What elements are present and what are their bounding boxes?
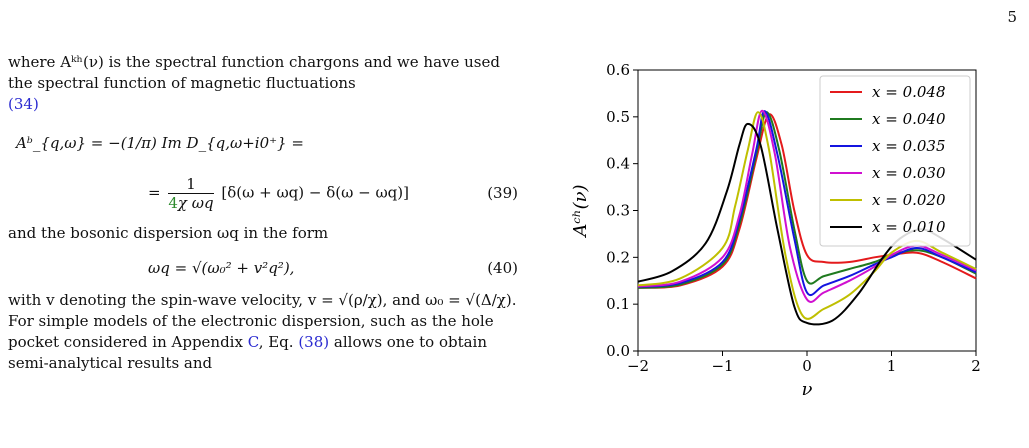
chart-svg: −2 −1 0 1 2 0.0 0.1 0.2 0.3 0.4 0.5 0.6 ν Aᶜʰ(ν) x = 0… — [570, 61, 981, 400]
ref-eq-34[interactable]: (34) — [8, 95, 39, 113]
y-tick-label: 0.4 — [606, 155, 630, 173]
paragraph-1-text: where Aᵏʰ(ν) is the spectral function ch… — [8, 53, 500, 92]
fraction-denominator: 4χ ωq — [168, 194, 213, 212]
legend-label-3: x = 0.030 — [872, 164, 946, 182]
series-line-3 — [637, 109, 977, 303]
y-tick-label: 0.2 — [606, 248, 630, 266]
x-tick-label: 1 — [887, 357, 897, 375]
y-tick-label: 0.5 — [606, 108, 630, 126]
x-axis-label: ν — [802, 379, 813, 400]
legend-label-1: x = 0.040 — [872, 110, 946, 128]
fraction-numerator: 1 — [168, 175, 214, 194]
equation-39: Aᵇ_{q,ω} = −(1/π) Im D_{q,ω+i0⁺} = = 1 4… — [8, 123, 520, 223]
y-tick-label: 0.6 — [606, 61, 630, 79]
equation-number-39: (39) — [487, 184, 518, 202]
page-number: 5 — [1007, 8, 1017, 26]
paragraph-3-text: with v denoting the spin-wave velocity, … — [8, 291, 517, 351]
x-tick-label: −2 — [627, 357, 649, 375]
x-tick-label: −1 — [711, 357, 733, 375]
y-axis-label: Aᶜʰ(ν) — [570, 184, 591, 238]
y-tick-label: 0.3 — [606, 202, 630, 220]
equation-39-delta-terms: [δ(ω + ωq) − δ(ω − ωq)] — [221, 183, 409, 202]
ref-appendix-c[interactable]: C — [247, 333, 259, 351]
x-tick-label: 2 — [971, 357, 981, 375]
ref-eq-38[interactable]: (38) — [298, 333, 330, 351]
spectral-function-chart: −2 −1 0 1 2 0.0 0.1 0.2 0.3 0.4 0.5 0.6 ν Aᶜʰ(ν) x = 0… — [560, 50, 1020, 420]
y-tick-label: 0.1 — [606, 295, 630, 313]
series-line-2 — [637, 110, 977, 297]
denominator-rest: χ ωq — [177, 194, 214, 212]
paragraph-3-text-c: allows one to obtain semi-analytical res… — [8, 333, 488, 372]
equation-39-fraction: 1 4χ ωq — [168, 175, 214, 212]
equation-39-line-2: = 1 4χ ωq [δ(ω + ωq) − δ(ω − ωq)] — [148, 175, 409, 212]
paragraph-3-text-b: , Eq. — [258, 333, 294, 351]
equation-40: ωq = √(ω₀² + v²q²), (40) — [8, 250, 520, 290]
legend-label-2: x = 0.035 — [872, 137, 946, 155]
equation-39-line-1: Aᵇ_{q,ω} = −(1/π) Im D_{q,ω+i0⁺} = — [16, 134, 304, 152]
legend-label-0: x = 0.048 — [872, 83, 946, 101]
x-tick-label: 0 — [802, 357, 812, 375]
paragraph-3: with v denoting the spin-wave velocity, … — [8, 290, 520, 374]
denominator-coefficient: 4 — [168, 194, 178, 212]
paragraph-1: where Aᵏʰ(ν) is the spectral function ch… — [8, 52, 520, 115]
legend-label-4: x = 0.020 — [872, 191, 946, 209]
legend-label-5: x = 0.010 — [872, 218, 946, 236]
text-column: where Aᵏʰ(ν) is the spectral function ch… — [8, 52, 520, 374]
y-tick-label: 0.0 — [606, 342, 630, 360]
paragraph-2: and the bosonic dispersion ωq in the for… — [8, 224, 329, 242]
equation-40-body: ωq = √(ω₀² + v²q²), — [148, 259, 295, 277]
equation-number-40: (40) — [487, 259, 518, 277]
